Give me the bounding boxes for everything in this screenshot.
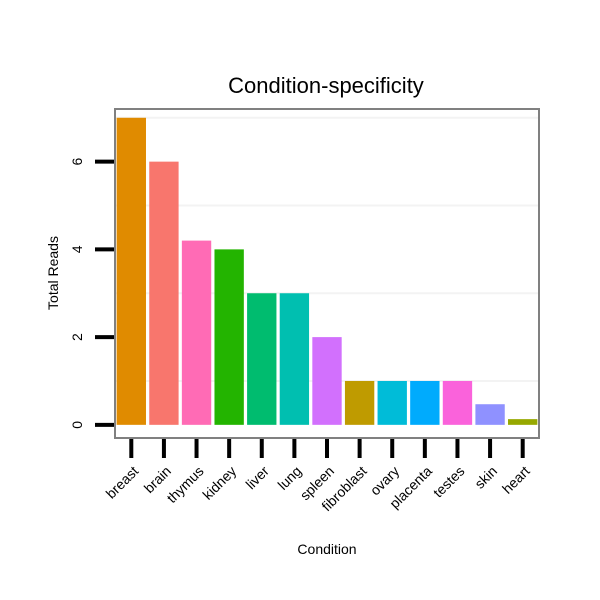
bar-ovary — [377, 380, 407, 425]
y-tick-label: 6 — [69, 158, 85, 166]
x-tick-label-thymus: thymus — [163, 463, 206, 506]
bar-lung — [279, 293, 310, 425]
bar-fibroblast — [344, 380, 375, 425]
bar-thymus — [181, 240, 212, 425]
y-tick-label: 2 — [69, 333, 85, 341]
x-axis-label: Condition — [297, 541, 356, 557]
bar-heart — [508, 419, 538, 425]
y-tick-label: 0 — [69, 421, 85, 429]
bars — [116, 117, 538, 425]
bar-placenta — [410, 380, 440, 425]
bar-liver — [247, 293, 277, 425]
bar-spleen — [312, 337, 342, 425]
x-tick-label-liver: liver — [242, 463, 272, 493]
y-axis-ticks: 0 2 4 6 — [69, 158, 114, 429]
x-tick-label-kidney: kidney — [199, 463, 239, 503]
bar-testes — [442, 380, 473, 425]
x-tick-label-skin: skin — [471, 463, 500, 492]
x-tick-label-testes: testes — [430, 463, 468, 501]
chart-title: Condition-specificity — [228, 73, 424, 98]
x-tick-label-breast: breast — [103, 463, 142, 502]
bar-kidney — [214, 249, 244, 425]
bar-brain — [149, 161, 179, 425]
x-tick-label-heart: heart — [499, 463, 533, 497]
bar-skin — [475, 404, 505, 425]
y-tick-label: 4 — [69, 245, 85, 253]
y-axis-label: Total Reads — [45, 236, 61, 310]
bar-breast — [116, 117, 146, 425]
